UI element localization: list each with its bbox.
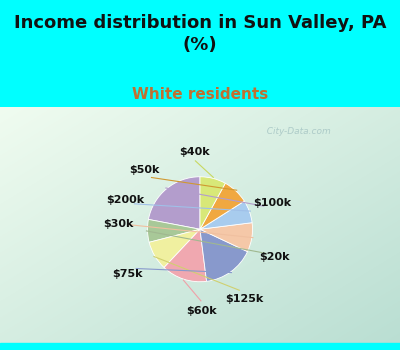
Text: City-Data.com: City-Data.com [261,127,331,135]
Wedge shape [200,183,244,229]
Text: $30k: $30k [104,219,134,229]
Wedge shape [149,229,200,267]
Text: $100k: $100k [253,198,292,208]
Wedge shape [200,229,248,281]
Text: $60k: $60k [186,306,216,316]
Bar [0,343,400,350]
Text: $40k: $40k [180,147,210,156]
Wedge shape [148,219,200,242]
Text: Income distribution in Sun Valley, PA
(%): Income distribution in Sun Valley, PA (%… [14,14,386,54]
Wedge shape [200,201,252,229]
Wedge shape [164,229,206,282]
Wedge shape [200,223,252,252]
Wedge shape [148,177,200,229]
Text: $200k: $200k [106,195,144,205]
Wedge shape [200,177,225,229]
Text: $50k: $50k [130,166,160,175]
Text: $20k: $20k [259,252,290,261]
Text: White residents: White residents [132,87,268,102]
Text: $125k: $125k [226,294,264,303]
Text: $75k: $75k [112,269,143,279]
